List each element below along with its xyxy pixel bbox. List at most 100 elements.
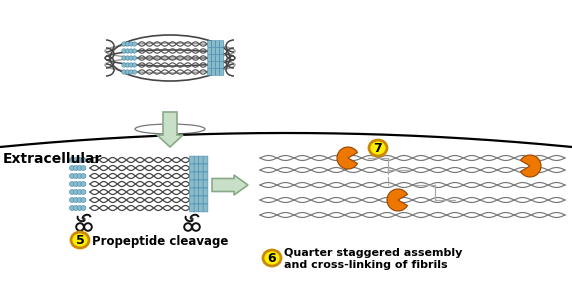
FancyBboxPatch shape — [198, 188, 204, 196]
Circle shape — [129, 42, 133, 46]
FancyBboxPatch shape — [216, 48, 220, 54]
Text: 7: 7 — [374, 141, 382, 154]
Circle shape — [77, 205, 82, 211]
FancyBboxPatch shape — [194, 188, 199, 196]
FancyBboxPatch shape — [194, 180, 199, 188]
Circle shape — [70, 166, 74, 170]
Circle shape — [70, 205, 74, 211]
Circle shape — [81, 174, 86, 178]
Circle shape — [122, 56, 126, 60]
Text: Quarter staggered assembly
and cross-linking of fibrils: Quarter staggered assembly and cross-lin… — [284, 248, 462, 270]
Circle shape — [191, 218, 193, 220]
FancyBboxPatch shape — [208, 41, 212, 47]
Circle shape — [73, 166, 78, 170]
Wedge shape — [387, 189, 407, 211]
FancyBboxPatch shape — [220, 69, 224, 75]
FancyBboxPatch shape — [208, 55, 212, 61]
Circle shape — [77, 174, 82, 178]
Circle shape — [81, 158, 86, 162]
FancyBboxPatch shape — [208, 69, 212, 75]
FancyBboxPatch shape — [216, 62, 220, 68]
Circle shape — [122, 70, 126, 74]
Text: Extracellular: Extracellular — [3, 152, 102, 166]
Circle shape — [132, 42, 137, 46]
FancyBboxPatch shape — [198, 164, 204, 172]
Circle shape — [77, 190, 82, 194]
Circle shape — [122, 63, 126, 67]
Circle shape — [83, 218, 85, 220]
Circle shape — [125, 70, 130, 74]
Circle shape — [129, 56, 133, 60]
Circle shape — [70, 158, 74, 162]
FancyArrow shape — [212, 175, 248, 195]
FancyBboxPatch shape — [198, 180, 204, 188]
Circle shape — [70, 174, 74, 178]
Circle shape — [129, 63, 133, 67]
Text: Propeptide cleavage: Propeptide cleavage — [92, 235, 228, 247]
Circle shape — [81, 190, 86, 194]
Ellipse shape — [71, 232, 89, 248]
Circle shape — [81, 182, 86, 186]
FancyBboxPatch shape — [212, 62, 216, 68]
Ellipse shape — [369, 140, 387, 156]
FancyBboxPatch shape — [203, 180, 208, 188]
Text: 6: 6 — [268, 251, 276, 264]
FancyBboxPatch shape — [208, 62, 212, 68]
Circle shape — [125, 63, 130, 67]
Circle shape — [129, 70, 133, 74]
FancyBboxPatch shape — [198, 204, 204, 212]
FancyBboxPatch shape — [189, 156, 194, 164]
FancyBboxPatch shape — [194, 204, 199, 212]
Circle shape — [122, 49, 126, 53]
Circle shape — [129, 49, 133, 53]
Text: 5: 5 — [76, 233, 85, 247]
FancyArrow shape — [157, 112, 183, 147]
Circle shape — [77, 158, 82, 162]
FancyBboxPatch shape — [189, 204, 194, 212]
FancyBboxPatch shape — [189, 172, 194, 180]
FancyBboxPatch shape — [198, 156, 204, 164]
Wedge shape — [521, 155, 541, 177]
Circle shape — [73, 182, 78, 186]
Circle shape — [125, 42, 130, 46]
FancyBboxPatch shape — [220, 62, 224, 68]
FancyBboxPatch shape — [203, 204, 208, 212]
Circle shape — [81, 198, 86, 203]
FancyBboxPatch shape — [198, 196, 204, 204]
FancyBboxPatch shape — [216, 69, 220, 75]
FancyBboxPatch shape — [194, 172, 199, 180]
Circle shape — [122, 42, 126, 46]
Circle shape — [132, 49, 137, 53]
Circle shape — [77, 166, 82, 170]
FancyBboxPatch shape — [212, 55, 216, 61]
FancyBboxPatch shape — [220, 55, 224, 61]
Circle shape — [125, 49, 130, 53]
Circle shape — [132, 56, 137, 60]
FancyBboxPatch shape — [208, 48, 212, 54]
Wedge shape — [337, 147, 358, 169]
Circle shape — [73, 198, 78, 203]
Circle shape — [132, 70, 137, 74]
Circle shape — [77, 182, 82, 186]
FancyBboxPatch shape — [189, 188, 194, 196]
Circle shape — [132, 63, 137, 67]
FancyBboxPatch shape — [203, 164, 208, 172]
Circle shape — [81, 205, 86, 211]
Circle shape — [81, 166, 86, 170]
FancyBboxPatch shape — [198, 172, 204, 180]
Ellipse shape — [263, 250, 281, 266]
FancyBboxPatch shape — [194, 196, 199, 204]
FancyBboxPatch shape — [212, 41, 216, 47]
FancyBboxPatch shape — [203, 196, 208, 204]
Circle shape — [70, 198, 74, 203]
Circle shape — [125, 56, 130, 60]
FancyBboxPatch shape — [203, 156, 208, 164]
FancyBboxPatch shape — [212, 69, 216, 75]
FancyBboxPatch shape — [220, 48, 224, 54]
FancyBboxPatch shape — [216, 55, 220, 61]
FancyBboxPatch shape — [212, 48, 216, 54]
Circle shape — [73, 158, 78, 162]
Circle shape — [73, 190, 78, 194]
FancyBboxPatch shape — [194, 156, 199, 164]
Circle shape — [70, 182, 74, 186]
